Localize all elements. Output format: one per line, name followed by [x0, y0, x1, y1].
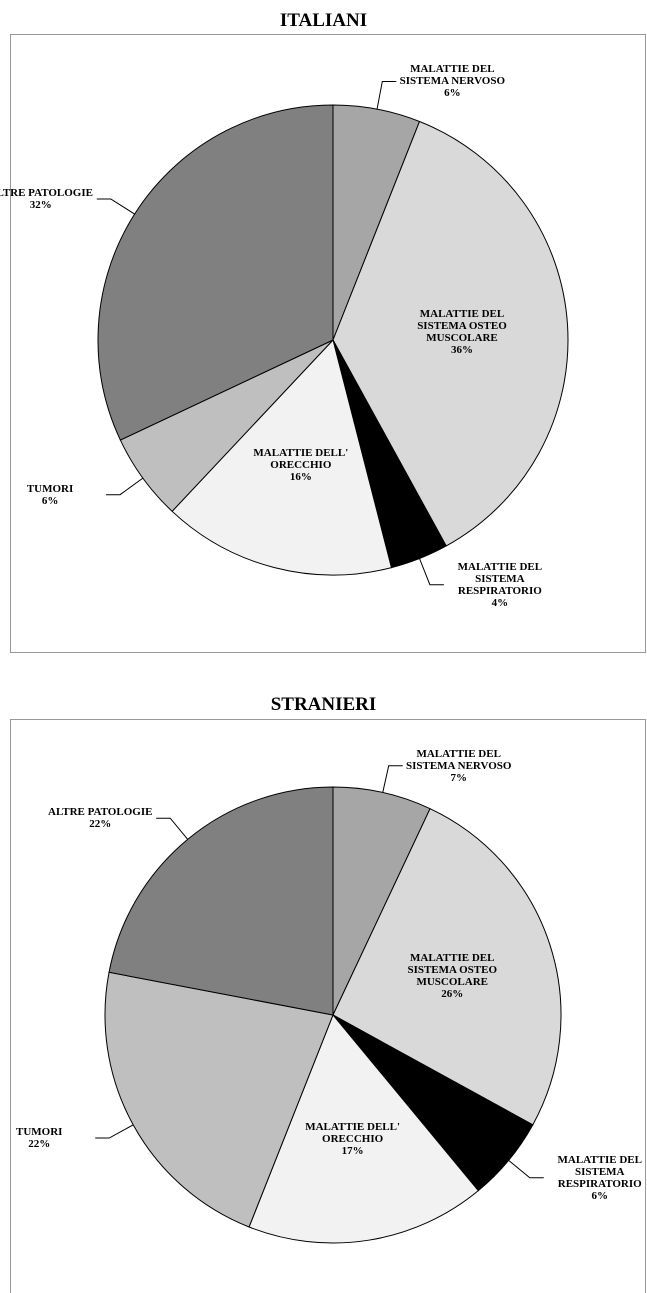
category-label: MALATTIE DEL SISTEMA OSTEO MUSCOLARE: [417, 307, 507, 344]
value-label: 22%: [89, 818, 112, 831]
value-label: 26%: [441, 988, 464, 1001]
leader-line: [156, 817, 189, 840]
value-label: 16%: [289, 471, 312, 484]
value-label: 6%: [41, 494, 59, 507]
pie-slice: [248, 1014, 480, 1244]
slice-label: MALATTIE DEL SISTEMA RESPIRATORIO 4%: [440, 561, 560, 609]
leader-line: [95, 1124, 134, 1139]
leader-line: [382, 765, 403, 793]
pie-slice: [97, 104, 334, 441]
value-label: 7%: [450, 771, 467, 784]
value-label: 22%: [28, 1138, 51, 1151]
category-label: MALATTIE DEL SISTEMA RESPIRATORIO: [457, 560, 543, 597]
category-label: MALATTIE DEL SISTEMA NERVOSO: [399, 63, 506, 88]
leader-line: [96, 198, 135, 215]
value-label: 4%: [491, 596, 509, 609]
slice-label: MALATTIE DELL' ORECCHIO 17%: [293, 1121, 413, 1157]
category-label: MALATTIE DELL' ORECCHIO: [253, 447, 349, 472]
category-label: ALTRE PATOLOGIE: [0, 186, 93, 199]
category-label: TUMORI: [26, 482, 74, 495]
chart-title: STRANIERI: [270, 694, 377, 715]
pie-slice: [332, 120, 569, 547]
chart-frame: [10, 719, 646, 1293]
slice-label: MALATTIE DEL SISTEMA OSTEO MUSCOLARE 36%: [402, 308, 522, 356]
category-label: ALTRE PATOLOGIE: [48, 806, 153, 819]
slice-label: MALATTIE DEL SISTEMA NERVOSO 6%: [392, 63, 512, 99]
slice-label: TUMORI 22%: [0, 1126, 99, 1150]
category-label: MALATTIE DEL SISTEMA RESPIRATORIO: [557, 1153, 642, 1190]
slice-label: MALATTIE DEL SISTEMA OSTEO MUSCOLARE 26%: [392, 952, 512, 1000]
leader-line: [106, 477, 144, 496]
value-label: 6%: [444, 87, 461, 100]
leader-line: [508, 1159, 544, 1179]
value-label: 6%: [591, 1189, 609, 1202]
value-label: 17%: [341, 1144, 364, 1157]
pie-slice: [171, 338, 393, 576]
category-label: MALATTIE DELL' ORECCHIO: [305, 1120, 401, 1145]
category-label: TUMORI: [15, 1126, 63, 1139]
chart-title: ITALIANI: [279, 10, 368, 31]
category-label: MALATTIE DEL SISTEMA NERVOSO: [405, 747, 512, 772]
leader-line: [419, 558, 444, 586]
leader-line: [376, 80, 397, 110]
pie-slice: [108, 786, 334, 1016]
value-label: 32%: [29, 198, 52, 211]
chart-frame: [10, 34, 646, 653]
category-label: MALATTIE DEL SISTEMA OSTEO MUSCOLARE: [407, 952, 498, 989]
slice-label: MALATTIE DEL SISTEMA NERVOSO 7%: [399, 748, 519, 784]
slice-label: MALATTIE DEL SISTEMA RESPIRATORIO 6%: [540, 1154, 647, 1202]
slice-label: TUMORI 6%: [0, 483, 110, 507]
value-label: 36%: [450, 343, 473, 356]
slice-label: ALTRE PATOLOGIE 22%: [40, 806, 160, 830]
slice-label: MALATTIE DELL' ORECCHIO 16%: [241, 447, 361, 483]
